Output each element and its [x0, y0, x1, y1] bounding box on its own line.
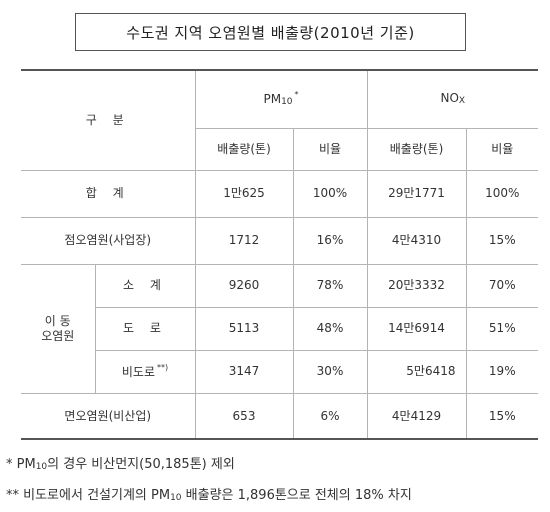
nonroad-label-text: 비도로 — [121, 365, 155, 380]
table-row-nonroad: 비도로 **) 3147 30% 5만6418 19% — [21, 349, 539, 394]
nonroad-pm-ratio: 30% — [292, 349, 368, 394]
nox-ratio-header: 비율 — [465, 127, 539, 171]
table-row-total: 합 계 1만625 100% 29만1771 100% — [21, 169, 539, 218]
table-row-point: 점오염원(사업장) 1712 16% 4만4310 15% — [21, 216, 539, 265]
nonroad-nox-ratio: 19% — [465, 349, 539, 394]
nonroad-label: 비도로 **) — [95, 349, 196, 394]
point-nox-emission: 4만4310 — [366, 216, 467, 265]
point-nox-ratio: 15% — [465, 216, 539, 265]
subtotal-nox-emission: 20만3332 — [366, 263, 467, 308]
subtotal-pm-emission: 9260 — [194, 263, 294, 308]
total-nox-ratio: 100% — [465, 169, 539, 218]
total-pm-emission: 1만625 — [194, 169, 294, 218]
footnote-2: ** 비도로에서 건설기계의 PM10 배출량은 1,896톤으로 전체의 18… — [6, 482, 412, 509]
subtotal-label: 소 계 — [94, 263, 196, 308]
road-pm-emission: 5113 — [194, 306, 294, 351]
nonroad-nox-emission: 5만6418 — [366, 349, 467, 394]
point-pm-ratio: 16% — [292, 216, 368, 265]
nonroad-pm-emission: 3147 — [194, 349, 294, 394]
category-header-label: 구 분 — [85, 113, 130, 128]
pm10-emission-header: 배출량(톤) — [195, 127, 294, 171]
footnote-1-text: 의 경우 비산먼지(50,185톤) 제외 — [47, 457, 235, 472]
table-row-road: 도 로 5113 48% 14만6914 51% — [21, 306, 539, 351]
pm10-base: PM — [263, 92, 282, 107]
mobile-group-line1: 이 동 — [44, 314, 71, 329]
road-label: 도 로 — [95, 306, 196, 351]
area-label: 면오염원(비산업) — [21, 392, 196, 440]
pm10-footnote-mark: * — [294, 90, 299, 100]
table-title: 수도권 지역 오염원별 배출량(2010년 기준) — [75, 13, 466, 51]
nox-header: NOX — [366, 69, 539, 129]
footnote-1: * PM10의 경우 비산먼지(50,185톤) 제외 — [6, 451, 412, 478]
footnote-2-subscript: 10 — [170, 493, 182, 503]
table-row-area: 면오염원(비산업) 653 6% 4만4129 15% — [21, 392, 539, 440]
nox-base: NO — [440, 91, 459, 106]
nox-subscript: X — [458, 96, 466, 107]
area-nox-ratio: 15% — [465, 392, 539, 440]
nonroad-footnote-mark: **) — [157, 363, 169, 373]
subtotal-label-text: 소 계 — [123, 278, 167, 293]
subtotal-pm-ratio: 78% — [292, 263, 368, 308]
road-nox-ratio: 51% — [465, 306, 539, 351]
nox-emission-header: 배출량(톤) — [366, 127, 467, 171]
road-pm-ratio: 48% — [292, 306, 368, 351]
footnote-1-subscript: 10 — [35, 462, 48, 472]
point-label: 점오염원(사업장) — [21, 216, 196, 265]
mobile-group-label: 이 동 오염원 — [21, 263, 96, 394]
total-label: 합 계 — [21, 169, 196, 218]
mobile-group-line2: 오염원 — [41, 328, 75, 343]
header-row-top: 구 분 PM10* NOX — [21, 69, 539, 171]
point-pm-emission: 1712 — [194, 216, 294, 265]
area-pm-ratio: 6% — [292, 392, 368, 440]
area-nox-emission: 4만4129 — [366, 392, 467, 440]
total-nox-emission: 29만1771 — [366, 169, 467, 218]
road-nox-emission: 14만6914 — [366, 306, 467, 351]
footnote-1-prefix: * PM — [6, 457, 36, 472]
pm10-subscript: 10 — [281, 97, 293, 108]
pm10-header: PM10* — [194, 69, 368, 129]
area-pm-emission: 653 — [194, 392, 294, 440]
footnote-2-prefix: ** 비도로에서 건설기계의 PM — [6, 488, 171, 503]
pm10-ratio-header: 비율 — [292, 127, 368, 171]
road-label-text: 도 로 — [123, 321, 167, 336]
category-header: 구 분 — [21, 69, 196, 171]
footnotes: * PM10의 경우 비산먼지(50,185톤) 제외 ** 비도로에서 건설기… — [6, 451, 412, 509]
emissions-table: 구 분 PM10* NOX 배출량(톤) 비율 배출량(톤) 비율 합 계 1만… — [21, 69, 539, 440]
subtotal-nox-ratio: 70% — [465, 263, 539, 308]
footnote-2-text: 배출량은 1,896톤으로 전체의 18% 차지 — [181, 488, 412, 503]
total-label-text: 합 계 — [85, 186, 130, 201]
table-row-subtotal: 이 동 오염원 소 계 9260 78% 20만3332 70% — [21, 263, 539, 394]
total-pm-ratio: 100% — [292, 169, 368, 218]
